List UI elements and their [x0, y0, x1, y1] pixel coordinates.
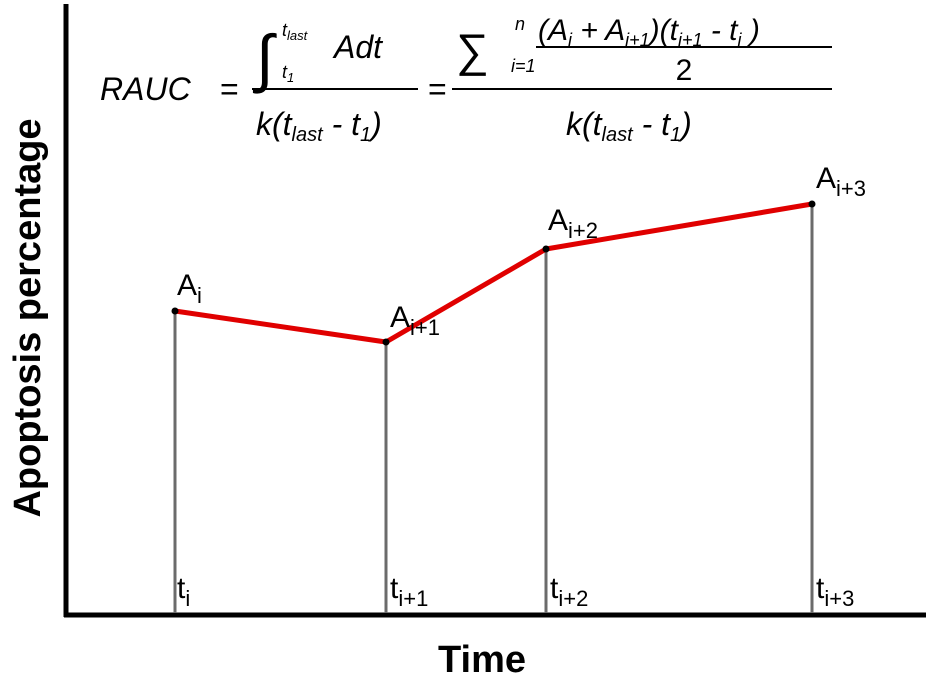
data-point-3: [542, 245, 550, 253]
point-label-a-i1: Ai+1: [390, 301, 440, 340]
point-label-a-i: Ai: [177, 269, 202, 308]
data-point-1: [171, 307, 179, 315]
time-label-t-i3: ti+3: [816, 572, 854, 611]
point-label-a-i2: Ai+2: [548, 204, 598, 243]
sum-lower-limit: i=1: [511, 56, 536, 76]
x-axis-title: Time: [438, 639, 526, 681]
denominator-two: 2: [676, 54, 693, 87]
numerator-expression: (Ai + Ai+1)(ti+1 - ti ): [538, 14, 760, 50]
denominator-2: k(tlast - t1): [566, 106, 692, 146]
apoptosis-curve: [174, 201, 813, 345]
rauc-formula: RAUC = ∫ tlast t1 Adt k(tlast - t1) = ∑ …: [100, 14, 832, 146]
formula-equals-1: =: [220, 71, 239, 107]
formula-equals-2: =: [428, 71, 447, 107]
time-label-t-i2: ti+2: [550, 572, 588, 611]
integral-lower-limit: t1: [282, 62, 294, 85]
sum-upper-limit: n: [515, 14, 525, 34]
point-label-a-i3: Ai+3: [816, 162, 866, 201]
integral-upper-limit: tlast: [282, 20, 309, 43]
formula-lhs: RAUC: [100, 71, 192, 107]
time-label-t-i1: ti+1: [390, 572, 428, 611]
data-point-2: [382, 338, 390, 346]
summation-sign: ∑: [456, 24, 489, 76]
integrand: Adt: [332, 29, 383, 65]
y-axis-title: Apoptosis percentage: [7, 118, 49, 517]
data-point-4: [808, 200, 816, 208]
integral-sign: ∫: [252, 22, 277, 94]
time-label-t-i: ti: [177, 572, 190, 611]
denominator-1: k(tlast - t1): [256, 106, 382, 146]
